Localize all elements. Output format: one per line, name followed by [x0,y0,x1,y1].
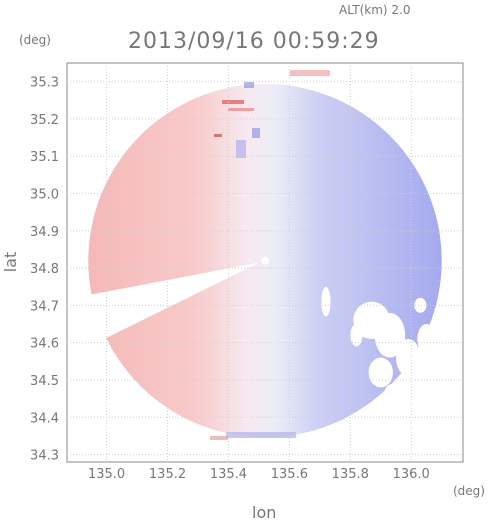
y-tick-labels: 34.3 34.4 34.5 34.6 34.7 34.8 34.9 35.0 35.1 35.2… [30,76,59,464]
x-tick-label: 136.0 [393,467,430,482]
grid [67,63,463,462]
chart-title: 2013/09/16 00:59:29 [128,29,380,54]
y-axis-label: lat [1,252,20,273]
no-data-patch [374,312,406,358]
x-axis-label: lon [252,503,276,521]
y-tick-label: 35.2 [30,113,59,128]
no-data-patch [368,357,393,388]
y-tick-label: 34.6 [30,337,59,352]
x-tick-label: 135.8 [332,467,369,482]
radar-echo [74,70,442,440]
altitude-label: ALT(km) 2.0 [339,3,410,17]
y-tick-label: 34.5 [30,374,59,389]
y-tick-label: 34.4 [30,411,59,426]
no-data-patch [321,286,331,317]
no-data-wedge [74,262,259,346]
clutter-north [214,70,330,158]
no-data-patch [350,324,363,347]
y-tick-label: 34.7 [30,299,59,314]
clutter-south [210,432,296,440]
x-tick-label: 135.2 [149,467,186,482]
x-tick-label: 135.6 [271,467,308,482]
no-data-patch [383,383,403,407]
no-data-patch [395,338,421,377]
x-tick-labels: 135.0 135.2 135.4 135.6 135.8 136.0 [88,467,430,482]
y-tick-label: 34.9 [30,225,59,240]
radar-site-marker [261,256,269,265]
y-tick-label: 34.8 [30,262,59,277]
no-data-patches [321,286,436,407]
y-tick-label: 35.1 [30,150,59,165]
x-tick-label: 135.4 [210,467,247,482]
no-data-patch [414,297,427,313]
y-tick-label: 35.0 [30,188,59,203]
y-tick-label: 35.3 [30,76,59,91]
y-unit-label: (deg) [19,33,51,47]
no-data-patch [417,324,436,354]
y-tick-label: 34.3 [30,449,59,464]
x-unit-label: (deg) [453,484,485,498]
x-tick-label: 135.0 [88,467,125,482]
